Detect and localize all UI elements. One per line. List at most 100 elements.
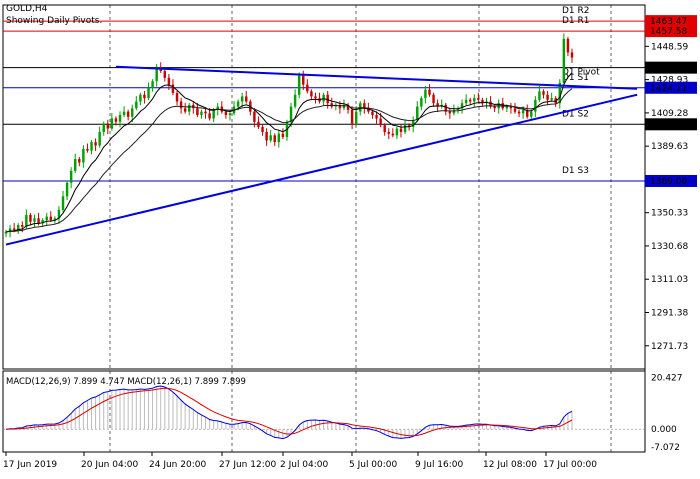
candle-body <box>273 135 276 143</box>
candle-body <box>78 159 81 163</box>
candle-body <box>473 98 476 102</box>
price-tick-label: 1271.73 <box>651 342 688 352</box>
trend-line <box>115 65 638 90</box>
candle-body <box>114 118 118 122</box>
candle-body <box>460 103 464 109</box>
candle-body <box>387 131 390 134</box>
pivot-line-label: D1 Pivot <box>562 68 600 78</box>
candle-body <box>45 216 48 221</box>
candle-body <box>204 111 207 114</box>
candle-body <box>399 128 403 132</box>
candle-body <box>240 96 244 102</box>
pivot-price-tag-label: 1463.47 <box>650 17 687 27</box>
candle-body <box>534 99 537 112</box>
candle-body <box>171 84 175 94</box>
candle-body <box>236 101 240 107</box>
candle-body <box>4 231 8 234</box>
time-tick-label: 17 Jul 00:00 <box>543 460 597 470</box>
candle-body <box>407 125 411 127</box>
candle-body <box>143 94 146 99</box>
time-tick-label: 24 Jun 20:00 <box>149 460 206 470</box>
candle-body <box>212 109 215 119</box>
candle-body <box>293 94 297 107</box>
candle-body <box>550 98 553 100</box>
candle-body <box>224 111 228 116</box>
candle-body <box>175 93 179 102</box>
candle-body <box>122 111 126 116</box>
candle-body <box>562 38 566 83</box>
candle-body <box>464 99 468 104</box>
candle-body <box>179 101 183 109</box>
candle-body <box>346 104 350 110</box>
candle-body <box>257 121 260 127</box>
candle-body <box>546 94 549 100</box>
pivot-price-tag-label: 1457.58 <box>650 27 687 37</box>
time-tick-label: 17 Jun 2019 <box>3 460 57 470</box>
candle-body <box>367 108 370 112</box>
candle-body <box>554 98 557 104</box>
time-tick-label: 12 Jul 08:00 <box>483 460 537 470</box>
candle-body <box>61 196 65 210</box>
pivot-line-label: D1 R2 <box>562 6 590 16</box>
candle-body <box>363 103 366 109</box>
candle-body <box>86 148 89 151</box>
candle-body <box>131 108 134 117</box>
candle-body <box>481 99 484 104</box>
candle-body <box>41 220 44 224</box>
candle-body <box>517 111 521 114</box>
candle-body <box>106 123 110 129</box>
pivot-price-tag-label: 1402.53 <box>650 120 687 130</box>
candle-body <box>448 111 452 114</box>
candle-body <box>416 106 419 121</box>
time-tick-label: 27 Jun 12:00 <box>219 460 276 470</box>
time-tick-label: 2 Jul 04:00 <box>280 460 329 470</box>
time-tick-label: 5 Jul 00:00 <box>349 460 398 470</box>
candle-body <box>513 108 517 112</box>
candle-body <box>542 91 545 95</box>
candle-body <box>151 81 154 88</box>
candle-body <box>196 108 199 116</box>
candle-body <box>188 104 191 112</box>
candle-body <box>102 123 105 132</box>
price-tick-label: 1428.93 <box>651 76 688 86</box>
price-panel-frame <box>2 4 646 370</box>
candle-body <box>118 115 122 122</box>
candle-body <box>98 131 101 146</box>
candle-body <box>65 182 69 197</box>
pivot-price-tag-label: 1436.00 <box>650 64 687 74</box>
candle-body <box>350 109 354 124</box>
moving-average-fast <box>5 72 573 233</box>
price-tick-label: 1409.28 <box>651 109 688 119</box>
pivot-price-tag-label: 1424.11 <box>650 84 687 94</box>
price-tick-label: 1448.59 <box>651 42 688 52</box>
candle-body <box>167 77 171 85</box>
price-tick-label: 1330.68 <box>651 242 688 252</box>
macd-signal-line <box>5 387 573 437</box>
candle-body <box>468 99 472 102</box>
pivot-price-tag <box>645 25 697 38</box>
candle-body <box>310 91 313 97</box>
candle-body <box>428 89 431 95</box>
trend-line <box>5 93 638 246</box>
candle-body <box>338 104 342 109</box>
candle-body <box>8 228 12 232</box>
candle-body <box>505 106 509 109</box>
candle-body <box>82 148 85 163</box>
candle-body <box>265 131 268 141</box>
candle-body <box>57 209 61 219</box>
candle-body <box>183 108 187 112</box>
candle-body <box>277 133 281 143</box>
pivot-price-tag <box>645 61 697 74</box>
candle-body <box>326 94 329 104</box>
candle-body <box>208 113 211 119</box>
candle-body <box>289 106 293 122</box>
candle-body <box>493 106 496 109</box>
candle-body <box>558 82 562 104</box>
candle-body <box>135 101 138 109</box>
candle-body <box>33 218 36 222</box>
candle-body <box>37 218 40 224</box>
candle-body <box>530 111 533 117</box>
candle-body <box>489 101 492 107</box>
